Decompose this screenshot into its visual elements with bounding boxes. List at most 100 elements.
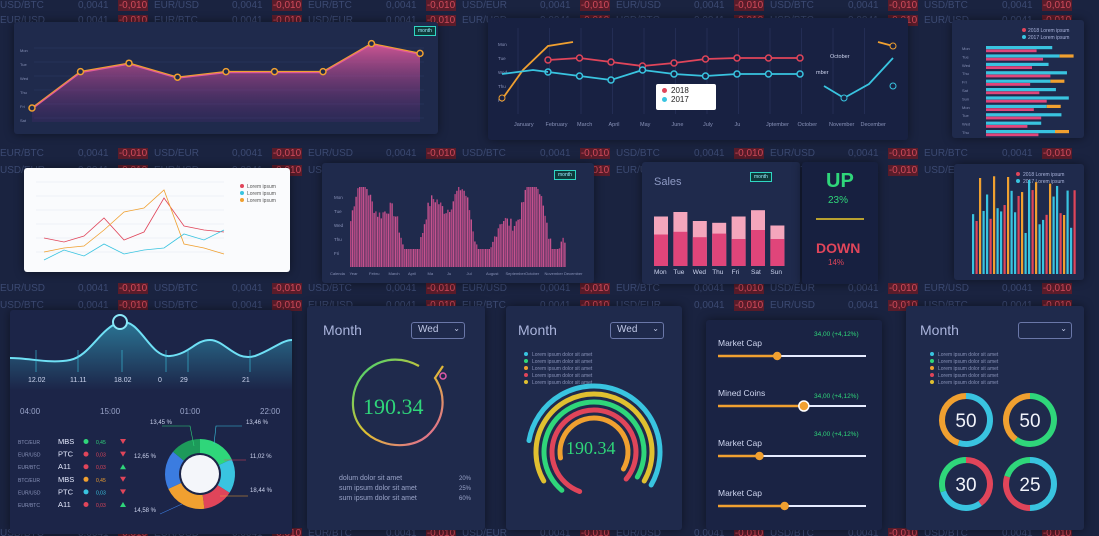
density-bar (503, 221, 505, 267)
y-tick-label: Sun (962, 96, 969, 101)
up-arrow-icon (120, 464, 126, 470)
density-bar (386, 213, 388, 267)
ticker-pair: EUR/USD (462, 283, 508, 294)
data-point (125, 59, 133, 67)
leader-line (213, 425, 242, 445)
pair-label: BTC/EUR (18, 440, 40, 446)
day-dropdown[interactable]: ⌄ (1018, 322, 1072, 339)
ticker-price: 0,0041 (78, 300, 109, 311)
legend-label: 2018 Lorem ipsum (1028, 28, 1069, 34)
x-tick-label: Jptember (766, 122, 789, 128)
ticker-pair: USD/EUR (924, 165, 970, 176)
ticker-price: 0,0041 (232, 148, 263, 159)
legend-dot (662, 97, 667, 102)
density-bar (490, 247, 492, 267)
density-bar (438, 204, 440, 267)
month-toggle[interactable]: month (554, 170, 576, 180)
slider-label: Market Cap (718, 488, 762, 498)
density-bar (555, 249, 557, 267)
density-bar (512, 230, 514, 267)
ring-arc (549, 407, 639, 494)
month-toggle[interactable]: month (414, 26, 436, 36)
bar (986, 99, 1047, 103)
data-point (544, 56, 552, 64)
donut-label: 13,46 % (246, 420, 269, 426)
status-dot (83, 451, 89, 457)
y-tick-label: Wed (498, 70, 508, 75)
legend-label: Lorem ipsum (247, 191, 276, 197)
ring-arc (533, 391, 655, 484)
density-bar (447, 209, 449, 267)
ticker-price: 0,0041 (540, 148, 571, 159)
y-tick-label: Wed (962, 63, 970, 68)
density-bar (368, 195, 370, 267)
density-bar (553, 249, 555, 267)
data-point (701, 72, 710, 80)
market-sliders[interactable]: Market Cap 34,00 (+4,12%) Mined Coins 34,00… (706, 320, 882, 530)
data-point (319, 67, 327, 76)
ring-gauge-arc (965, 457, 993, 506)
slider-handle[interactable] (755, 451, 764, 461)
ticker-change: -0,010 (426, 148, 456, 159)
density-bar (377, 216, 379, 267)
density-bar (362, 187, 364, 267)
density-bar (440, 202, 442, 267)
y-tick-label: Fri (962, 80, 967, 85)
spiral-ring (351, 358, 444, 447)
month-toggle[interactable]: month (750, 172, 772, 182)
bar (1056, 185, 1059, 274)
density-bar (477, 249, 480, 267)
time-label: 22:00 (260, 407, 281, 416)
chevron-down-icon: ⌄ (1060, 324, 1067, 333)
density-bar (558, 248, 561, 267)
slider-handle[interactable] (798, 400, 810, 412)
density-bar (515, 221, 517, 267)
ticker-change: -0,010 (734, 283, 764, 294)
data-point (796, 70, 804, 78)
density-bar (459, 190, 462, 267)
y-tick-label: Thu (20, 90, 27, 95)
density-bar (544, 215, 546, 267)
legend-dot (1016, 179, 1020, 183)
series-line (823, 57, 894, 100)
day-dropdown[interactable]: Wed ⌄ (610, 322, 664, 339)
value-label: 0,45 (96, 440, 106, 446)
data-point (733, 70, 741, 78)
density-bar (445, 213, 447, 267)
symbol-label: PTC (58, 450, 74, 459)
ticker-change: -0,010 (426, 300, 456, 311)
legend-label: 2017 Lorem ipsum (1028, 35, 1069, 41)
data-point (575, 54, 584, 62)
slider-handle[interactable] (772, 351, 782, 361)
data-point (173, 73, 182, 81)
legend-dot (930, 380, 934, 384)
slider-handle[interactable] (780, 501, 789, 511)
status-dot (83, 439, 89, 444)
day-dropdown[interactable]: Wed ⌄ (411, 322, 465, 339)
ticker-pair: USD/BTC (770, 0, 814, 11)
ticker-change: -0,010 (118, 0, 148, 11)
ticker-change: -0,010 (888, 148, 918, 159)
legend-dot (240, 184, 244, 188)
ticker-price: 0,0041 (386, 148, 417, 159)
sales-title: Sales (654, 176, 682, 188)
density-bar (472, 231, 474, 267)
month-panel-2: Month Wed ⌄ Lorem ipsum dolor sit amet Lor… (506, 306, 682, 530)
density-bar (353, 206, 355, 267)
bar (692, 237, 707, 266)
y-tick-label: Tue (962, 54, 970, 59)
density-bar (375, 211, 377, 267)
ticker-pair: USD/EUR (770, 283, 816, 294)
density-bar (470, 219, 472, 267)
density-bar (549, 238, 552, 267)
ticker-change: -0,010 (580, 0, 610, 11)
density-bar (463, 190, 465, 267)
donut-segment (202, 484, 230, 509)
bar (986, 54, 1060, 58)
density-bar (506, 218, 508, 267)
density-bar (548, 238, 550, 267)
ticker-pair: USD/BTC (0, 0, 44, 11)
ticker-change: -0,010 (272, 283, 302, 294)
density-bar (467, 197, 469, 267)
density-bar (384, 211, 386, 267)
